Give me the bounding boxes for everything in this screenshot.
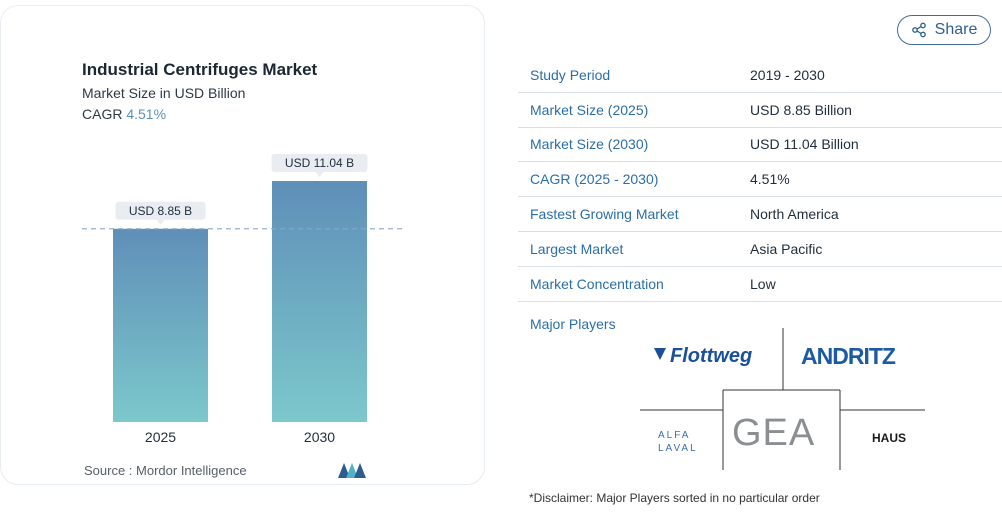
- fact-key: CAGR (2025 - 2030): [530, 171, 659, 188]
- svg-text:Flottweg: Flottweg: [670, 345, 752, 367]
- fact-value: North America: [750, 206, 839, 223]
- cagr-label: CAGR: [82, 106, 123, 122]
- x-tick-label: 2030: [304, 429, 335, 445]
- fact-value: Low: [750, 275, 776, 292]
- fact-row: Study Period 2019 - 2030: [518, 58, 1002, 93]
- fact-value: USD 11.04 Billion: [750, 136, 859, 153]
- svg-text:HAUS: HAUS: [872, 431, 906, 445]
- bar-chart: USD 8.85 B 2025 USD 11.04 B 2030: [82, 154, 402, 445]
- chart-cagr: CAGR 4.51%: [82, 106, 166, 122]
- share-icon: [911, 22, 926, 38]
- chart-subtitle: Market Size in USD Billion: [82, 85, 246, 101]
- svg-text:GEA: GEA: [732, 412, 815, 454]
- chart-card: [0, 5, 485, 485]
- disclaimer: *Disclaimer: Major Players sorted in no …: [529, 491, 820, 505]
- data-label-2030: USD 11.04 B: [271, 154, 368, 177]
- data-label-2025: USD 8.85 B: [115, 201, 206, 225]
- fact-key: Market Concentration: [530, 275, 664, 292]
- svg-text:ANDRITZ: ANDRITZ: [801, 343, 896, 369]
- fact-key: Fastest Growing Market: [530, 206, 679, 223]
- fact-row: Market Size (2030) USD 11.04 Billion: [518, 128, 1002, 163]
- fact-value: 2019 - 2030: [750, 66, 825, 83]
- fact-key: Study Period: [530, 66, 611, 83]
- haus-logo: HAUS: [872, 431, 906, 445]
- fact-key: Market Size (2025): [530, 101, 649, 118]
- andritz-logo: ANDRITZ: [801, 343, 897, 369]
- fact-row: CAGR (2025 - 2030) 4.51%: [518, 162, 1002, 198]
- svg-text:LAVAL: LAVAL: [658, 443, 698, 454]
- fact-value: 4.51%: [750, 171, 790, 188]
- x-tick-label: 2025: [145, 429, 176, 445]
- fact-value: Asia Pacific: [750, 240, 823, 257]
- flottweg-logo: Flottweg: [654, 345, 752, 367]
- share-label: Share: [934, 21, 978, 38]
- major-players-logos: Flottweg ANDRITZ ALFA LAVAL GEA HAUS: [640, 328, 925, 470]
- alfa-laval-logo: ALFA LAVAL: [658, 430, 698, 454]
- mordor-logo-icon: [338, 463, 366, 478]
- fact-row: Market Size (2025) USD 8.85 Billion: [518, 93, 1002, 128]
- svg-text:USD 8.85 B: USD 8.85 B: [129, 204, 192, 218]
- cagr-value: 4.51%: [126, 106, 167, 122]
- facts-table: Study Period 2019 - 2030 Market Size (202…: [518, 58, 1002, 302]
- bar-2025: [113, 228, 208, 422]
- fact-row: Fastest Growing Market North America: [518, 197, 1002, 232]
- fact-row: Market Concentration Low: [518, 267, 1002, 302]
- share-button[interactable]: Share: [897, 15, 991, 45]
- svg-text:USD 11.04 B: USD 11.04 B: [285, 156, 354, 170]
- bar-2030: [272, 181, 367, 422]
- svg-text:ALFA: ALFA: [658, 430, 690, 441]
- fact-row: Largest Market Asia Pacific: [518, 232, 1002, 267]
- gea-logo: GEA: [732, 412, 815, 454]
- chart-title: Industrial Centrifuges Market: [82, 60, 318, 79]
- major-players-label: Major Players: [530, 316, 616, 332]
- chart-source: Source : Mordor Intelligence: [84, 463, 247, 478]
- fact-key: Market Size (2030): [530, 136, 649, 153]
- fact-value: USD 8.85 Billion: [750, 101, 852, 118]
- fact-key: Largest Market: [530, 240, 624, 257]
